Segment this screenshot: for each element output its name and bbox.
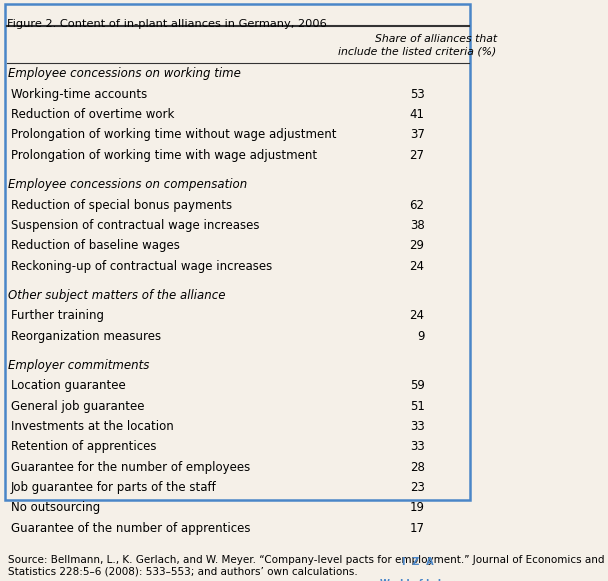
Text: 9: 9 bbox=[417, 329, 424, 343]
Text: 33: 33 bbox=[410, 420, 424, 433]
Text: Guarantee of the number of apprentices: Guarantee of the number of apprentices bbox=[11, 522, 250, 535]
Text: 23: 23 bbox=[410, 481, 424, 494]
Text: Employee concessions on compensation: Employee concessions on compensation bbox=[9, 178, 247, 191]
Text: Reckoning-up of contractual wage increases: Reckoning-up of contractual wage increas… bbox=[11, 260, 272, 272]
Text: Reduction of overtime work: Reduction of overtime work bbox=[11, 108, 174, 121]
Text: World of Labor: World of Labor bbox=[380, 579, 455, 581]
Text: Prolongation of working time without wage adjustment: Prolongation of working time without wag… bbox=[11, 128, 336, 141]
Text: I  Z  A: I Z A bbox=[402, 557, 434, 567]
Text: Retention of apprentices: Retention of apprentices bbox=[11, 440, 156, 453]
Text: 29: 29 bbox=[410, 239, 424, 252]
Text: 59: 59 bbox=[410, 379, 424, 392]
Text: 24: 24 bbox=[410, 260, 424, 272]
Text: Figure 2. Content of in-plant alliances in Germany, 2006: Figure 2. Content of in-plant alliances … bbox=[7, 19, 327, 29]
Text: 24: 24 bbox=[410, 309, 424, 322]
Text: Guarantee for the number of employees: Guarantee for the number of employees bbox=[11, 461, 250, 474]
Text: Reduction of baseline wages: Reduction of baseline wages bbox=[11, 239, 180, 252]
Text: Source: Bellmann, L., K. Gerlach, and W. Meyer. “Company-level pacts for employm: Source: Bellmann, L., K. Gerlach, and W.… bbox=[9, 554, 605, 576]
Text: Prolongation of working time with wage adjustment: Prolongation of working time with wage a… bbox=[11, 149, 317, 162]
Text: 37: 37 bbox=[410, 128, 424, 141]
Text: General job guarantee: General job guarantee bbox=[11, 400, 144, 413]
Text: 51: 51 bbox=[410, 400, 424, 413]
Text: 19: 19 bbox=[410, 501, 424, 514]
Text: No outsourcing: No outsourcing bbox=[11, 501, 100, 514]
Text: 62: 62 bbox=[410, 199, 424, 211]
Text: 27: 27 bbox=[410, 149, 424, 162]
Text: Reorganization measures: Reorganization measures bbox=[11, 329, 161, 343]
Text: 28: 28 bbox=[410, 461, 424, 474]
Text: Employer commitments: Employer commitments bbox=[9, 359, 150, 372]
Text: 41: 41 bbox=[410, 108, 424, 121]
Text: Other subject matters of the alliance: Other subject matters of the alliance bbox=[9, 289, 226, 302]
Text: 53: 53 bbox=[410, 88, 424, 101]
Text: 33: 33 bbox=[410, 440, 424, 453]
Text: 17: 17 bbox=[410, 522, 424, 535]
Text: Reduction of special bonus payments: Reduction of special bonus payments bbox=[11, 199, 232, 211]
Text: Working-time accounts: Working-time accounts bbox=[11, 88, 147, 101]
Text: Location guarantee: Location guarantee bbox=[11, 379, 126, 392]
Text: Suspension of contractual wage increases: Suspension of contractual wage increases bbox=[11, 219, 260, 232]
Text: Employee concessions on working time: Employee concessions on working time bbox=[9, 67, 241, 80]
Text: Share of alliances that
include the listed criteria (%): Share of alliances that include the list… bbox=[339, 34, 497, 56]
Text: Further training: Further training bbox=[11, 309, 104, 322]
Text: 38: 38 bbox=[410, 219, 424, 232]
Text: Investments at the location: Investments at the location bbox=[11, 420, 174, 433]
Text: Job guarantee for parts of the staff: Job guarantee for parts of the staff bbox=[11, 481, 216, 494]
